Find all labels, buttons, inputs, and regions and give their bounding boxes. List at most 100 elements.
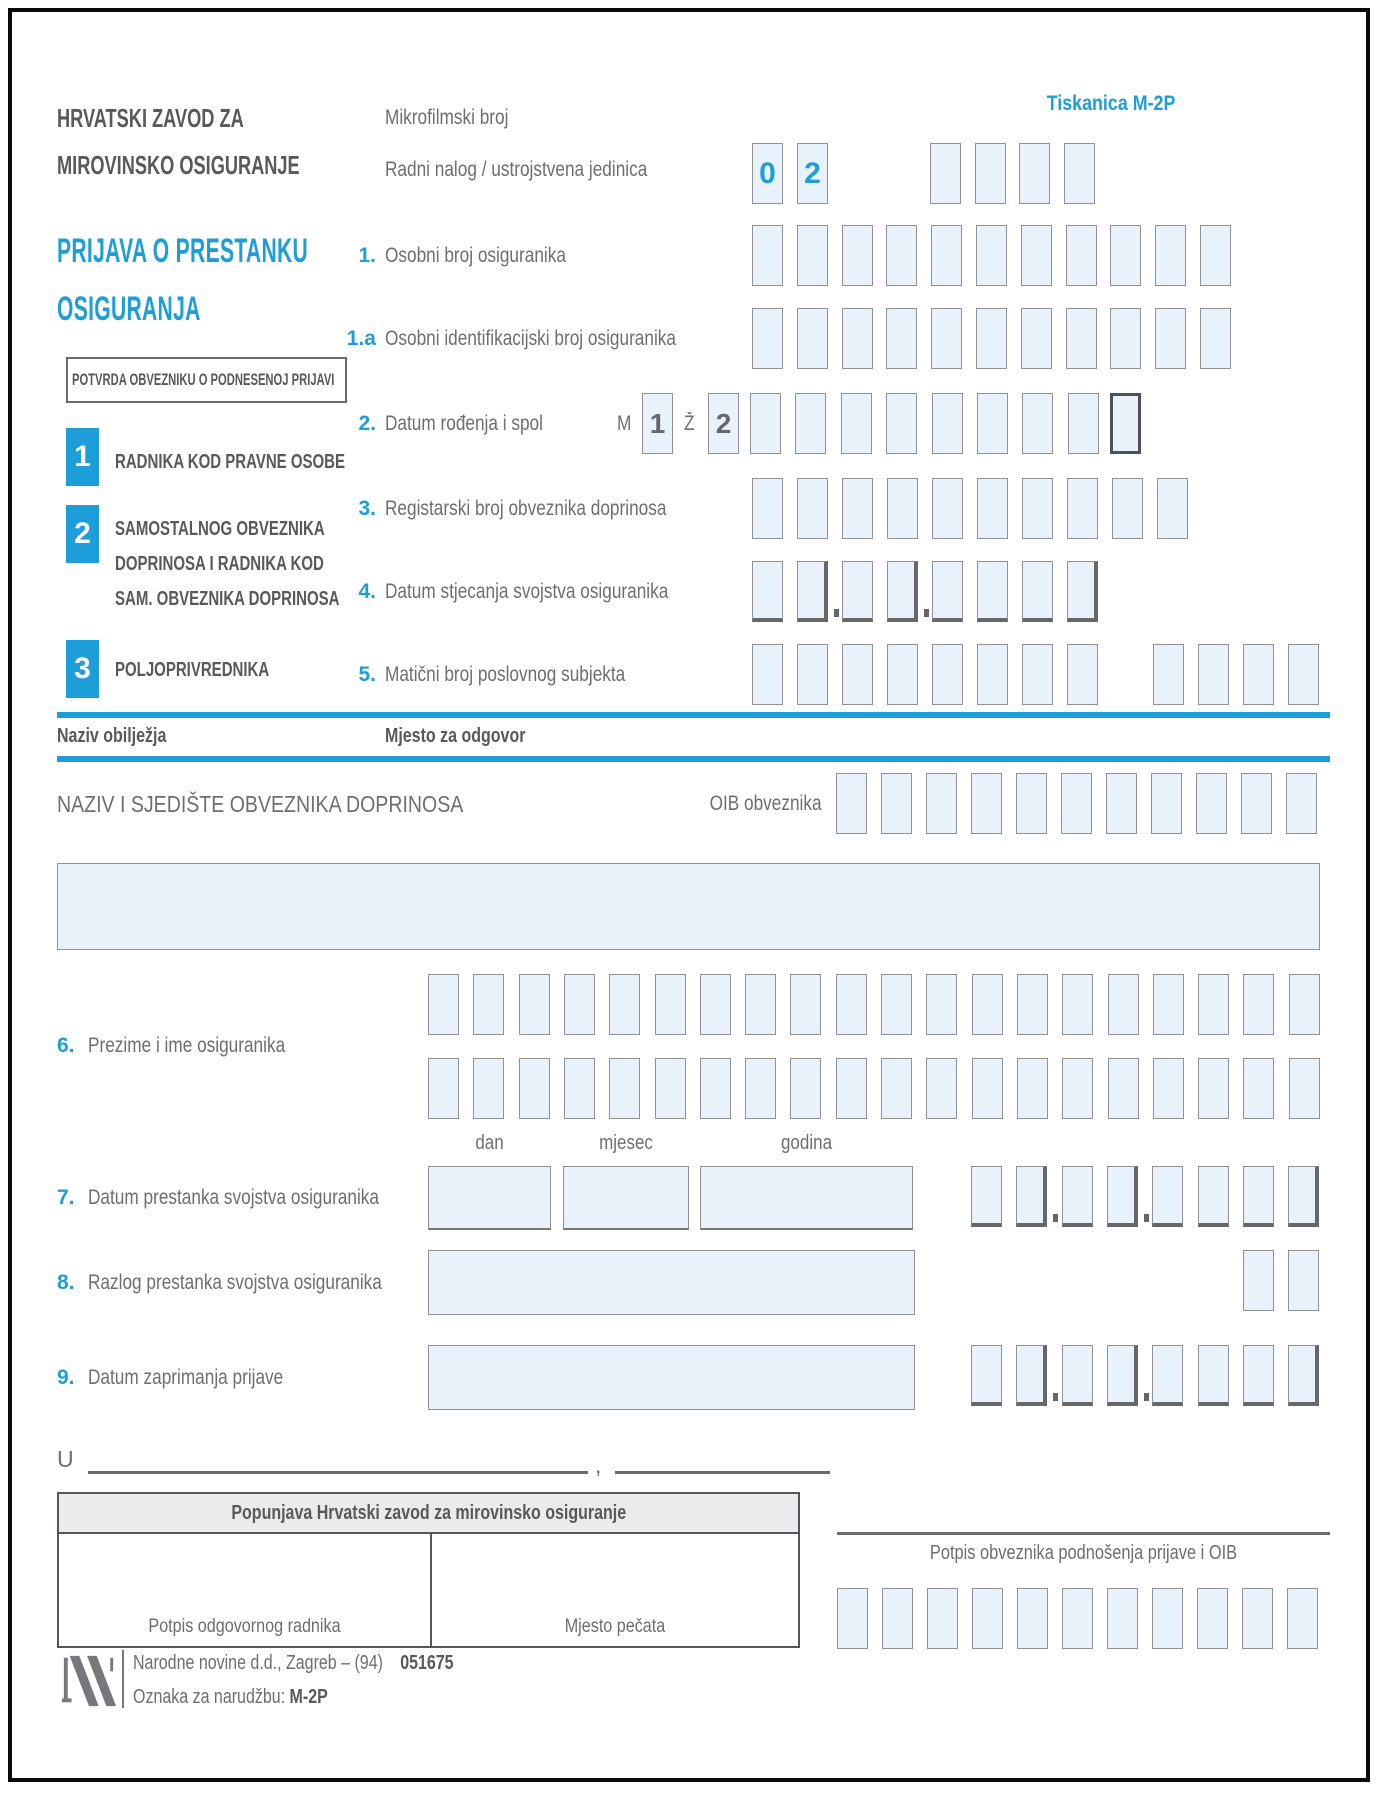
osobni-id-broj-cell[interactable] [931,308,962,369]
prezime-ime-1-cell[interactable] [1062,974,1093,1035]
spol-entry-cell[interactable] [1110,393,1141,454]
prezime-ime-1-cell[interactable] [1108,974,1139,1035]
prezime-ime-1-cell[interactable] [473,974,504,1035]
oib-obveznika-cell[interactable] [1241,773,1272,834]
maticni-broj-cell[interactable] [842,644,873,705]
oib-obveznika-cell[interactable] [1061,773,1092,834]
prezime-ime-1-cell[interactable] [1198,974,1229,1035]
maticni-broj-cell[interactable] [932,644,963,705]
date-input-line[interactable] [615,1471,830,1474]
prezime-ime-2-cell[interactable] [519,1058,550,1119]
oib-obveznika-cell[interactable] [1196,773,1227,834]
prezime-ime-2-cell[interactable] [1108,1058,1139,1119]
radni-nalog-cell[interactable] [1019,143,1050,204]
osobni-broj-cell[interactable] [976,225,1007,286]
spol-z-code-cell[interactable]: 2 [708,393,739,454]
datum-prestanka-cell[interactable] [1288,1166,1319,1227]
prezime-ime-1-cell[interactable] [609,974,640,1035]
datum-stjecanja-cell[interactable] [887,561,918,622]
datum-stjecanja-cell[interactable] [752,561,783,622]
prezime-ime-1-cell[interactable] [1153,974,1184,1035]
osobni-id-broj-cell[interactable] [1110,308,1141,369]
osobni-broj-cell[interactable] [797,225,828,286]
prezime-ime-2-cell[interactable] [609,1058,640,1119]
datum-zaprimanja-cell[interactable] [1152,1345,1183,1406]
maticni-broj-ext-cell[interactable] [1153,644,1184,705]
razlog-code-cell[interactable] [1288,1250,1319,1311]
datum-rodjenja-cell[interactable] [795,393,826,454]
potpis-oib-cell[interactable] [1017,1588,1048,1649]
osobni-id-broj-cell[interactable] [842,308,873,369]
datum-stjecanja-cell[interactable] [932,561,963,622]
oib-obveznika-cell[interactable] [836,773,867,834]
potpis-oib-cell[interactable] [882,1588,913,1649]
spol-m-code-cell[interactable]: 1 [642,393,673,454]
maticni-broj-cell[interactable] [1022,644,1053,705]
potpis-oib-cell[interactable] [837,1588,868,1649]
maticni-broj-ext-cell[interactable] [1198,644,1229,705]
datum-rodjenja-cell[interactable] [1022,393,1053,454]
registarski-broj-cell[interactable] [797,478,828,539]
datum-prestanka-godina-box[interactable] [700,1166,913,1230]
registarski-broj-cell[interactable] [1067,478,1098,539]
prezime-ime-2-cell[interactable] [926,1058,957,1119]
prezime-ime-1-cell[interactable] [700,974,731,1035]
maticni-broj-cell[interactable] [797,644,828,705]
osobni-broj-cell[interactable] [931,225,962,286]
oib-obveznika-cell[interactable] [971,773,1002,834]
datum-stjecanja-cell[interactable] [797,561,828,622]
maticni-broj-ext-cell[interactable] [1288,644,1319,705]
osobni-id-broj-cell[interactable] [752,308,783,369]
oib-obveznika-cell[interactable] [1016,773,1047,834]
potpis-oib-cell[interactable] [1152,1588,1183,1649]
osobni-id-broj-cell[interactable] [976,308,1007,369]
datum-zaprimanja-cell[interactable] [1243,1345,1274,1406]
osobni-broj-cell[interactable] [752,225,783,286]
datum-zaprimanja-cell[interactable] [971,1345,1002,1406]
datum-prestanka-cell[interactable] [1107,1166,1138,1227]
razlog-prestanka-box[interactable] [428,1250,915,1315]
datum-rodjenja-cell[interactable] [886,393,917,454]
datum-stjecanja-cell[interactable] [1067,561,1098,622]
maticni-broj-cell[interactable] [887,644,918,705]
prezime-ime-2-cell[interactable] [564,1058,595,1119]
prezime-ime-2-cell[interactable] [972,1058,1003,1119]
osobni-broj-cell[interactable] [1066,225,1097,286]
potpis-oib-cell[interactable] [1107,1588,1138,1649]
registarski-broj-cell[interactable] [842,478,873,539]
datum-rodjenja-cell[interactable] [1068,393,1099,454]
osobni-id-broj-cell[interactable] [886,308,917,369]
datum-prestanka-cell[interactable] [1243,1166,1274,1227]
prezime-ime-2-cell[interactable] [881,1058,912,1119]
osobni-broj-cell[interactable] [1155,225,1186,286]
registarski-broj-cell[interactable] [1112,478,1143,539]
datum-zaprimanja-box[interactable] [428,1345,915,1410]
datum-zaprimanja-cell[interactable] [1198,1345,1229,1406]
oib-obveznika-cell[interactable] [881,773,912,834]
radni-nalog-cell[interactable]: 2 [797,143,828,204]
prezime-ime-1-cell[interactable] [745,974,776,1035]
prezime-ime-1-cell[interactable] [790,974,821,1035]
osobni-broj-cell[interactable] [886,225,917,286]
prezime-ime-1-cell[interactable] [1243,974,1274,1035]
prezime-ime-1-cell[interactable] [655,974,686,1035]
prezime-ime-1-cell[interactable] [428,974,459,1035]
prezime-ime-2-cell[interactable] [700,1058,731,1119]
razlog-code-cell[interactable] [1243,1250,1274,1311]
prezime-ime-2-cell[interactable] [1198,1058,1229,1119]
oib-obveznika-cell[interactable] [1151,773,1182,834]
prezime-ime-1-cell[interactable] [836,974,867,1035]
radni-nalog-cell[interactable]: 0 [752,143,783,204]
place-input-line[interactable] [88,1471,588,1474]
prezime-ime-1-cell[interactable] [1289,974,1320,1035]
oib-obveznika-cell[interactable] [1106,773,1137,834]
registarski-broj-cell[interactable] [1022,478,1053,539]
prezime-ime-1-cell[interactable] [564,974,595,1035]
maticni-broj-cell[interactable] [977,644,1008,705]
datum-zaprimanja-cell[interactable] [1288,1345,1319,1406]
prezime-ime-2-cell[interactable] [473,1058,504,1119]
osobni-id-broj-cell[interactable] [1021,308,1052,369]
datum-prestanka-cell[interactable] [1062,1166,1093,1227]
registarski-broj-cell[interactable] [752,478,783,539]
datum-zaprimanja-cell[interactable] [1107,1345,1138,1406]
